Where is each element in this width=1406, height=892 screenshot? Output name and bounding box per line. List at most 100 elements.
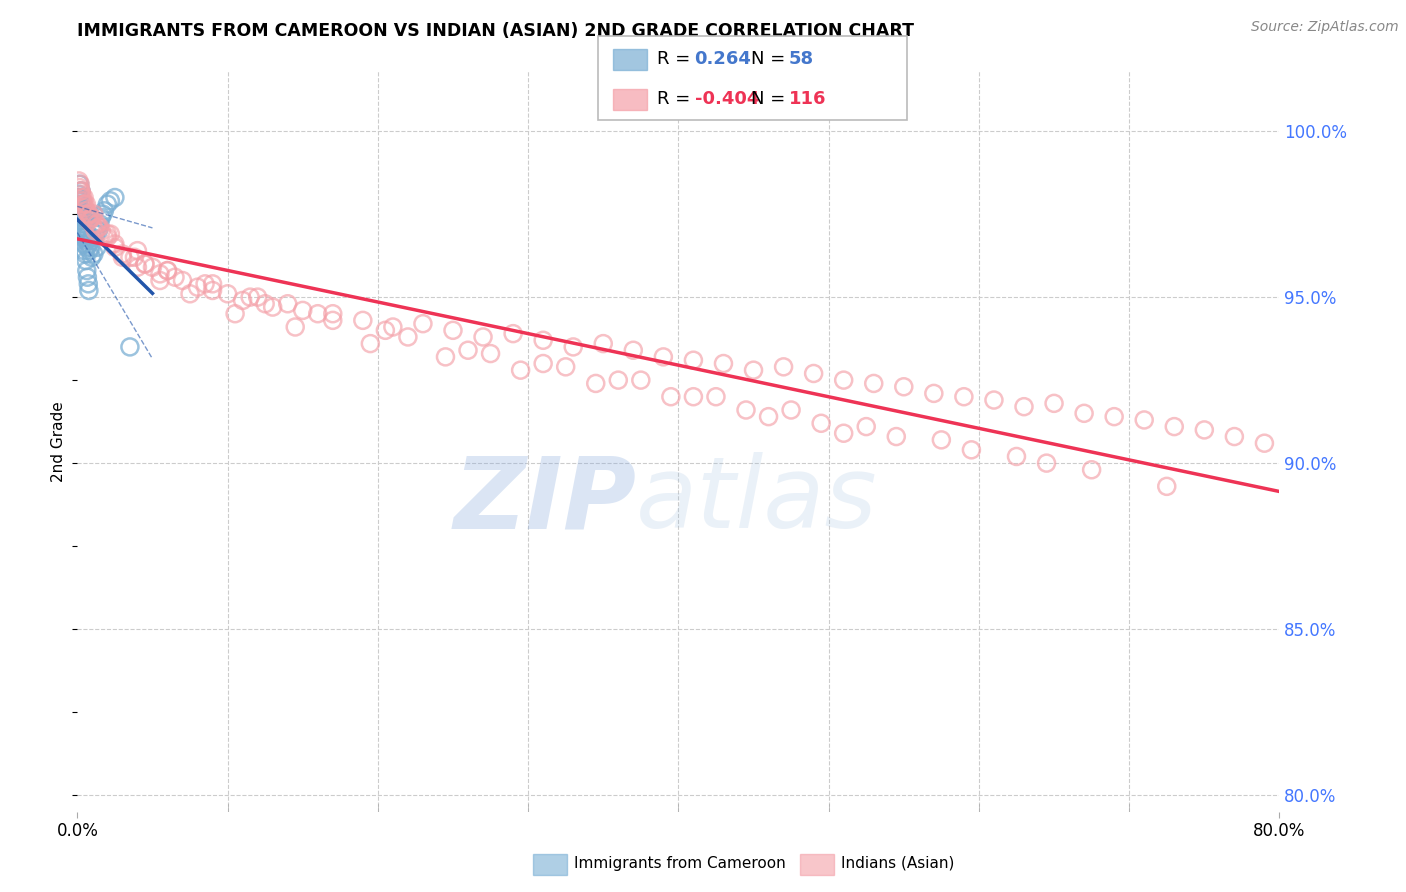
Point bbox=[931, 433, 953, 447]
Text: Source: ZipAtlas.com: Source: ZipAtlas.com bbox=[1251, 20, 1399, 34]
Point bbox=[93, 230, 115, 244]
Point bbox=[76, 207, 98, 221]
Point bbox=[585, 376, 607, 391]
Point bbox=[322, 313, 344, 327]
Point bbox=[217, 286, 239, 301]
Point bbox=[194, 277, 217, 291]
Point bbox=[855, 419, 877, 434]
Point bbox=[502, 326, 524, 341]
Point bbox=[76, 227, 98, 241]
Point bbox=[75, 197, 97, 211]
Point bbox=[96, 227, 118, 241]
Text: Immigrants from Cameroon: Immigrants from Cameroon bbox=[574, 856, 786, 871]
Point bbox=[396, 330, 419, 344]
Point bbox=[479, 346, 502, 360]
Point bbox=[621, 343, 644, 358]
Point bbox=[72, 211, 94, 225]
Point bbox=[832, 426, 855, 441]
Point bbox=[862, 376, 884, 391]
Point bbox=[76, 240, 98, 254]
Point bbox=[77, 284, 100, 298]
Point bbox=[127, 244, 149, 258]
Point bbox=[84, 227, 107, 241]
Point bbox=[69, 178, 91, 192]
Text: -0.404: -0.404 bbox=[695, 90, 759, 108]
Text: N =: N = bbox=[751, 90, 790, 108]
Point bbox=[758, 409, 780, 424]
Point bbox=[100, 194, 122, 208]
Point bbox=[82, 230, 104, 244]
Point bbox=[307, 307, 329, 321]
Point bbox=[118, 250, 141, 264]
Point bbox=[735, 403, 758, 417]
Point bbox=[742, 363, 765, 377]
Point bbox=[80, 250, 103, 264]
Point bbox=[86, 217, 108, 231]
Point bbox=[884, 429, 907, 443]
Point bbox=[82, 211, 104, 225]
Point bbox=[134, 257, 156, 271]
Point bbox=[75, 234, 97, 248]
Point bbox=[262, 300, 284, 314]
Point bbox=[554, 359, 576, 374]
Point bbox=[1073, 406, 1095, 420]
Point bbox=[70, 227, 93, 241]
Point bbox=[352, 313, 374, 327]
Point bbox=[72, 230, 94, 244]
Point bbox=[76, 270, 98, 285]
Point bbox=[70, 194, 93, 208]
Point bbox=[441, 323, 464, 337]
Point bbox=[472, 330, 495, 344]
Point bbox=[96, 197, 118, 211]
Point bbox=[704, 390, 727, 404]
Point bbox=[89, 217, 111, 231]
Text: 0.264: 0.264 bbox=[695, 51, 751, 69]
Point bbox=[277, 297, 299, 311]
Point bbox=[73, 201, 96, 215]
Point bbox=[893, 380, 915, 394]
Point bbox=[509, 363, 531, 377]
Point bbox=[374, 323, 396, 337]
Point bbox=[803, 367, 825, 381]
Point bbox=[70, 197, 93, 211]
Point bbox=[630, 373, 652, 387]
Point bbox=[89, 220, 111, 235]
Point bbox=[291, 303, 314, 318]
Point bbox=[67, 187, 90, 202]
Point bbox=[100, 227, 122, 241]
Point bbox=[73, 244, 96, 258]
Point bbox=[67, 217, 90, 231]
Point bbox=[80, 211, 103, 225]
Point bbox=[434, 350, 457, 364]
Point bbox=[1035, 456, 1057, 470]
Point bbox=[412, 317, 434, 331]
Point bbox=[72, 194, 94, 208]
Point bbox=[232, 293, 254, 308]
Point bbox=[87, 220, 110, 235]
Point bbox=[72, 213, 94, 227]
Point bbox=[1163, 419, 1185, 434]
Y-axis label: 2nd Grade: 2nd Grade bbox=[51, 401, 66, 482]
Point bbox=[79, 234, 101, 248]
Point bbox=[780, 403, 803, 417]
Point bbox=[254, 297, 277, 311]
Point bbox=[1043, 396, 1066, 410]
Point bbox=[1253, 436, 1275, 450]
Point bbox=[70, 190, 93, 204]
Point bbox=[69, 180, 91, 194]
Point bbox=[69, 190, 91, 204]
Point bbox=[1012, 400, 1035, 414]
Point bbox=[187, 280, 209, 294]
Point bbox=[67, 201, 90, 215]
Point bbox=[67, 190, 90, 204]
Point bbox=[124, 250, 146, 264]
Point bbox=[90, 211, 112, 225]
Point bbox=[69, 213, 91, 227]
Point bbox=[75, 253, 97, 268]
Point bbox=[104, 237, 127, 252]
Point bbox=[922, 386, 945, 401]
Point bbox=[1005, 450, 1028, 464]
Point bbox=[93, 203, 115, 218]
Point bbox=[69, 207, 91, 221]
Point bbox=[1194, 423, 1216, 437]
